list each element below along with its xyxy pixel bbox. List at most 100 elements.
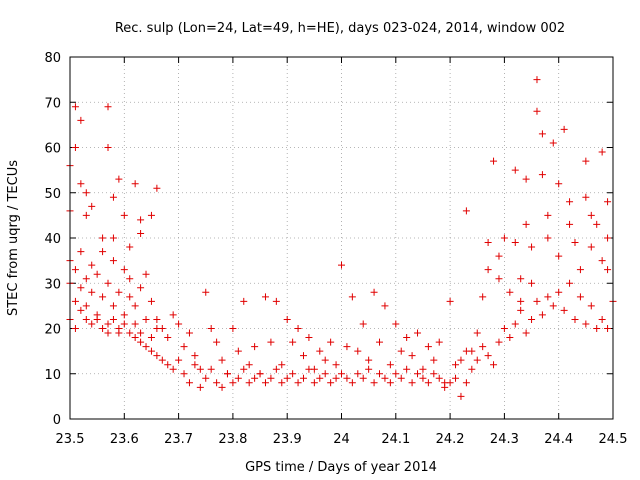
data-point: [517, 297, 525, 305]
data-point: [147, 211, 155, 219]
data-point: [511, 166, 519, 174]
data-point: [71, 266, 79, 274]
y-tick-label: 20: [44, 323, 61, 338]
data-point: [251, 343, 259, 351]
data-point: [240, 297, 248, 305]
data-point: [522, 175, 530, 183]
data-point: [191, 361, 199, 369]
data-point: [582, 193, 590, 201]
data-point: [256, 370, 264, 378]
data-point: [506, 288, 514, 296]
data-point: [560, 306, 568, 314]
data-point: [587, 243, 595, 251]
data-point: [386, 361, 394, 369]
data-point: [511, 239, 519, 247]
data-point: [251, 374, 259, 382]
data-point: [528, 243, 536, 251]
data-point: [365, 356, 373, 364]
data-point: [408, 352, 416, 360]
data-point: [213, 379, 221, 387]
data-point: [71, 325, 79, 332]
data-point: [424, 343, 432, 351]
data-point: [104, 329, 112, 337]
data-point: [196, 383, 204, 391]
y-tick-label: 30: [44, 277, 61, 292]
data-point: [223, 370, 231, 378]
data-point: [392, 320, 400, 328]
data-point: [386, 379, 394, 387]
data-point: [126, 293, 134, 301]
x-tick-label: 23.5: [56, 432, 85, 447]
data-point: [120, 320, 128, 328]
data-point: [338, 261, 345, 269]
x-tick-label: 24.3: [490, 432, 519, 447]
data-point: [414, 370, 422, 378]
data-point: [147, 334, 155, 342]
data-point: [169, 365, 177, 373]
data-point: [582, 320, 590, 328]
data-point: [229, 325, 237, 332]
data-point: [82, 315, 90, 323]
data-point: [82, 275, 90, 283]
data-point: [343, 374, 351, 382]
y-tick-label: 10: [44, 368, 61, 383]
data-point: [555, 252, 563, 260]
data-point: [343, 343, 351, 351]
data-point: [82, 302, 90, 310]
data-point: [245, 379, 253, 387]
data-point: [566, 198, 574, 206]
x-tick-label: 23.8: [218, 432, 247, 447]
data-point: [571, 239, 579, 247]
data-point: [316, 347, 324, 355]
data-point: [88, 320, 96, 328]
data-point: [289, 370, 297, 378]
data-point: [71, 103, 79, 111]
data-point: [305, 334, 313, 342]
data-point: [229, 379, 237, 387]
data-point: [185, 379, 193, 387]
data-point: [566, 220, 574, 228]
data-point: [500, 325, 508, 332]
data-point: [452, 374, 460, 382]
data-point: [77, 180, 85, 188]
data-point: [397, 374, 405, 382]
data-point: [261, 293, 269, 301]
data-point: [495, 338, 503, 346]
y-tick-labels: 0 10 20 30 40 50 60 70 80: [44, 51, 61, 428]
data-point: [376, 370, 384, 378]
data-point: [180, 343, 188, 351]
data-point: [120, 211, 128, 219]
data-point: [153, 352, 161, 360]
data-point: [109, 234, 117, 242]
data-point: [495, 275, 503, 283]
data-point: [462, 347, 470, 355]
data-point: [180, 370, 188, 378]
data-point: [278, 361, 286, 369]
data-point: [272, 365, 280, 373]
data-point: [104, 279, 112, 287]
data-point: [517, 306, 525, 314]
data-point: [109, 193, 117, 201]
x-tick-label: 24.4: [544, 432, 573, 447]
data-point: [414, 329, 422, 337]
data-point: [522, 329, 530, 337]
x-tick-label: 24.5: [599, 432, 628, 447]
data-point: [321, 370, 329, 378]
y-tick-label: 70: [44, 96, 61, 111]
data-point: [240, 365, 248, 373]
data-point: [424, 379, 432, 387]
data-point: [359, 320, 367, 328]
data-point: [77, 284, 85, 292]
data-point: [305, 365, 313, 373]
data-point: [153, 315, 161, 323]
data-point: [555, 180, 563, 188]
data-point: [533, 297, 541, 305]
data-point: [104, 144, 112, 151]
x-tick-label: 24.2: [436, 432, 465, 447]
data-point: [267, 338, 275, 346]
data-point: [365, 365, 373, 373]
data-point: [153, 184, 161, 192]
data-point: [528, 279, 536, 287]
data-point: [245, 361, 253, 369]
data-point: [376, 338, 384, 346]
